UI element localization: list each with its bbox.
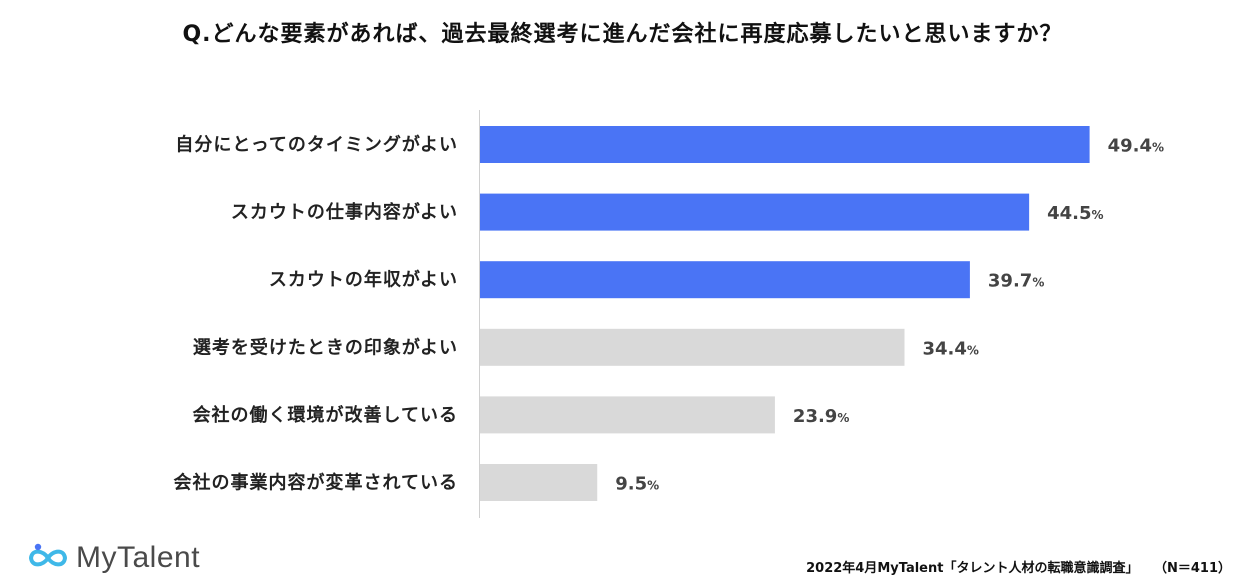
bar-2 xyxy=(480,193,1030,231)
category-label-5: 会社の働く環境が改善している xyxy=(193,404,458,426)
category-label-1: 自分にとってのタイミングがよい xyxy=(175,134,458,156)
bar-3 xyxy=(480,261,970,299)
bar-1 xyxy=(480,126,1090,163)
footer-source: 2022年4月MyTalent「タレント人材の転職意識調査」 （N＝411） xyxy=(806,557,1231,576)
value-label-1: 49.4% xyxy=(1108,136,1164,157)
bar-6 xyxy=(480,464,598,501)
source-note: 2022年4月MyTalent「タレント人材の転職意識調査」 xyxy=(806,561,1139,576)
sample-size: （N＝411） xyxy=(1160,561,1231,576)
chart-title: Q.どんな要素があれば、過去最終選考に進んだ会社に再度応募したいと思いますか？ xyxy=(182,22,1063,47)
value-label-4: 34.4% xyxy=(922,338,978,359)
category-label-4: 選考を受けたときの印象がよい xyxy=(193,336,458,358)
bar-4 xyxy=(480,328,905,366)
mytalent-logo: MyTalent xyxy=(26,540,200,576)
infinity-logo-icon xyxy=(28,543,68,567)
value-label-5: 23.9% xyxy=(793,406,849,427)
category-label-2: スカウトの仕事内容がよい xyxy=(231,201,458,223)
value-label-3: 39.7% xyxy=(988,271,1044,292)
logo-text: MyTalent xyxy=(76,541,201,574)
value-label-6: 9.5% xyxy=(615,474,659,495)
value-label-2: 44.5% xyxy=(1047,203,1103,224)
bar-5 xyxy=(480,396,775,434)
category-label-6: 会社の事業内容が変革されている xyxy=(174,472,458,494)
category-label-3: スカウトの年収がよい xyxy=(269,269,458,291)
